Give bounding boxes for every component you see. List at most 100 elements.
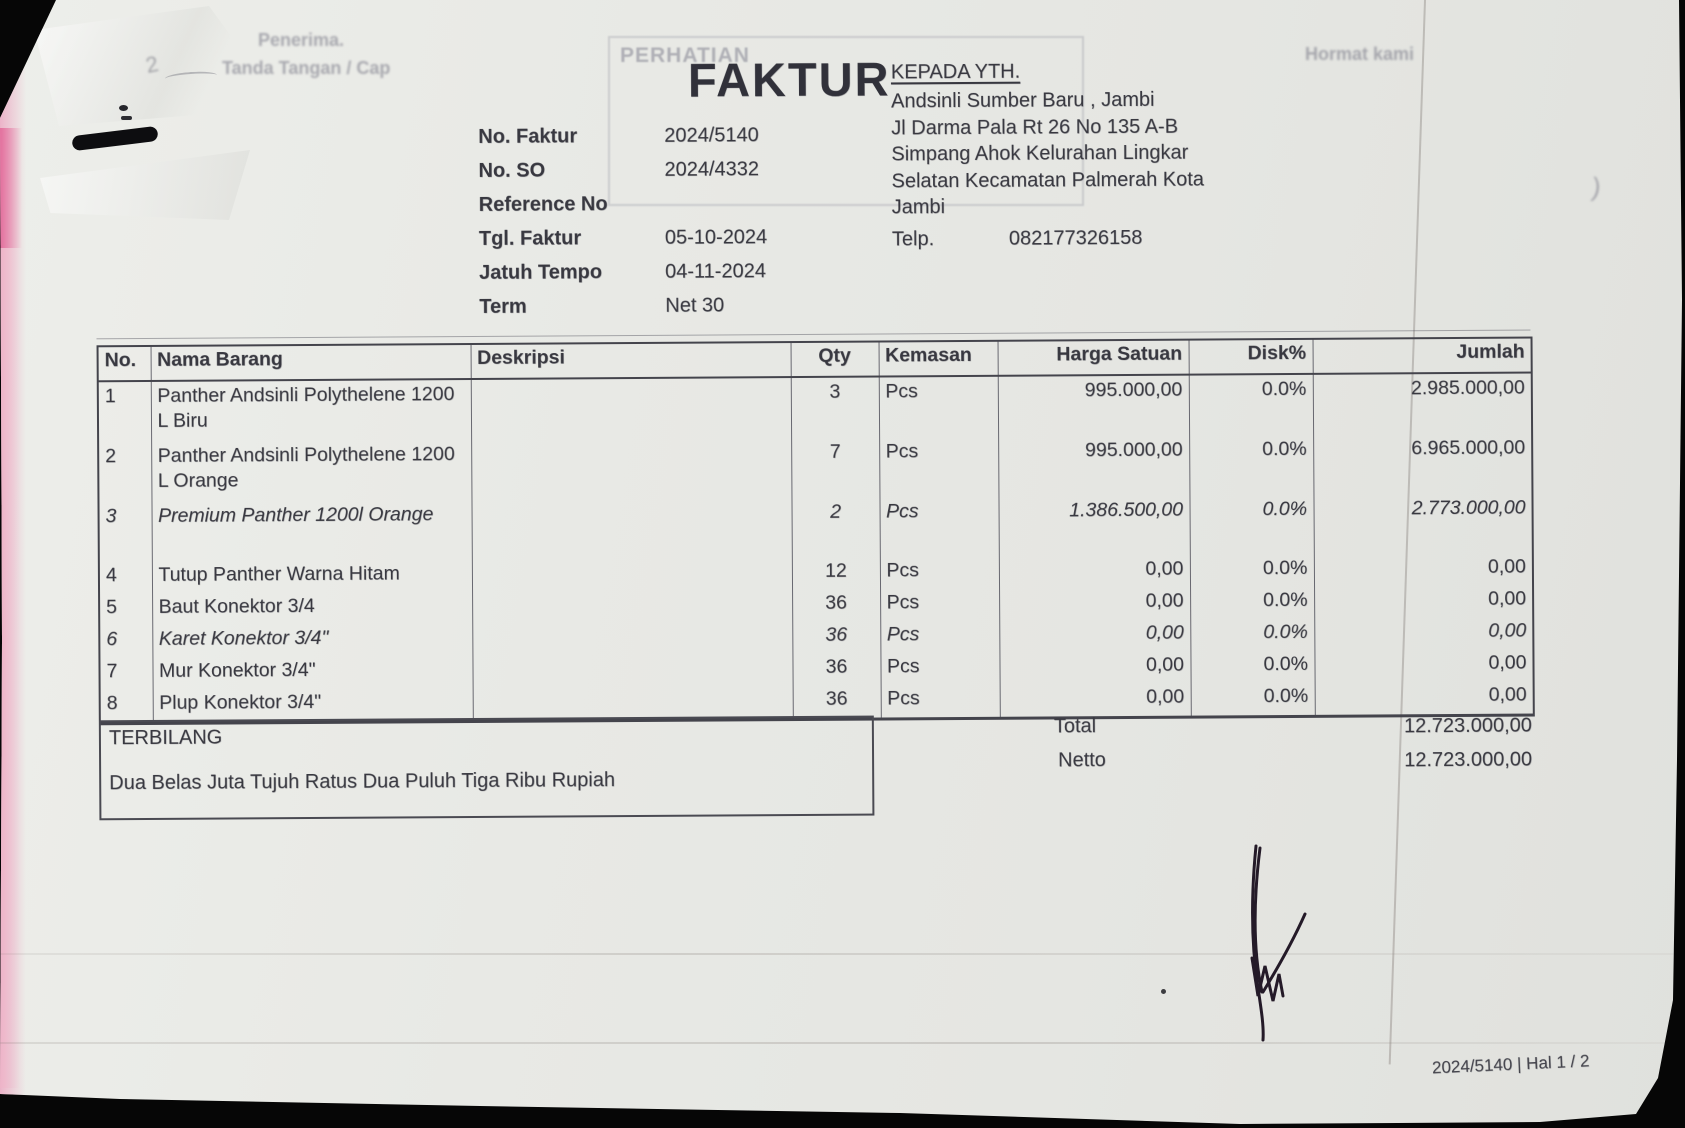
cell-qty: 12 bbox=[791, 557, 881, 591]
col-header-jumlah: Jumlah bbox=[1312, 337, 1532, 374]
terbilang-text: Dua Belas Juta Tujuh Ratus Dua Puluh Tig… bbox=[109, 769, 616, 795]
meta-label: No. Faktur bbox=[478, 125, 578, 148]
cell-harga: 0,00 bbox=[999, 683, 1191, 719]
items-table-wrap: No. Nama Barang Deskripsi Qty Kemasan Ha… bbox=[96, 336, 1535, 726]
pink-edge-highlight bbox=[0, 128, 22, 248]
cell-no: 3 bbox=[98, 501, 152, 563]
meta-label: Tgl. Faktur bbox=[478, 227, 582, 250]
cell-no: 5 bbox=[99, 593, 153, 627]
ghost-perhatian-box: PERHATIAN bbox=[608, 36, 1084, 206]
cell-jumlah: 0,00 bbox=[1314, 681, 1534, 717]
col-header-disk: Disk% bbox=[1188, 338, 1313, 375]
ghost-hormat-kami-text: Hormat kami bbox=[1305, 44, 1415, 64]
recipient-line: Andsinli Sumber Baru , Jambi bbox=[890, 88, 1155, 113]
cell-harga: 995.000,00 bbox=[998, 435, 1190, 497]
col-header-no: No. bbox=[97, 345, 151, 382]
cell-nama: Premium Panther 1200l Orange bbox=[151, 500, 472, 562]
cell-jumlah: 0,00 bbox=[1314, 585, 1534, 619]
cell-deskripsi bbox=[472, 654, 793, 689]
meta-row-term: Term Net 30 bbox=[479, 294, 768, 330]
total-value: 12.723.000,00 bbox=[1403, 714, 1532, 738]
col-header-nama-barang: Nama Barang bbox=[150, 344, 471, 381]
cell-no: 8 bbox=[99, 689, 153, 724]
cell-kemasan: Pcs bbox=[880, 652, 1000, 686]
meta-row-jatuh-tempo: Jatuh Tempo 04-11-2024 bbox=[479, 260, 768, 296]
cell-jumlah: 0,00 bbox=[1314, 617, 1534, 651]
cell-qty: 3 bbox=[790, 376, 880, 439]
cell-no: 2 bbox=[98, 441, 152, 503]
cell-nama: Karet Konektor 3/4" bbox=[152, 624, 473, 658]
cell-kemasan: Pcs bbox=[879, 556, 1000, 590]
cell-disk: 0.0% bbox=[1190, 650, 1315, 684]
cell-disk: 0.0% bbox=[1190, 682, 1315, 718]
cell-harga: 0,00 bbox=[998, 555, 1191, 589]
cell-kemasan: Pcs bbox=[880, 588, 1000, 622]
cell-harga: 0,00 bbox=[999, 619, 1191, 653]
cell-disk: 0.0% bbox=[1189, 434, 1314, 496]
cell-deskripsi bbox=[472, 590, 793, 625]
cell-no: 1 bbox=[97, 380, 152, 443]
cell-disk: 0.0% bbox=[1190, 586, 1315, 620]
netto-value: 12.723.000,00 bbox=[1404, 748, 1533, 772]
telp-value: 082177326158 bbox=[1008, 226, 1143, 250]
cell-no: 4 bbox=[98, 561, 153, 595]
cell-deskripsi bbox=[471, 558, 793, 593]
cell-deskripsi bbox=[471, 498, 792, 561]
cell-jumlah: 2.985.000,00 bbox=[1312, 372, 1533, 435]
terbilang-label: TERBILANG bbox=[108, 726, 223, 750]
cell-disk: 0.0% bbox=[1189, 554, 1315, 588]
meta-row-reference-no: Reference No bbox=[479, 192, 768, 228]
meta-value: Net 30 bbox=[665, 294, 725, 317]
col-header-harga-satuan: Harga Satuan bbox=[997, 339, 1189, 376]
cell-nama: Tutup Panther Warna Hitam bbox=[151, 560, 473, 594]
cell-qty: 36 bbox=[792, 653, 881, 687]
cell-qty: 2 bbox=[791, 497, 880, 559]
table-row: 1 Panther Andsinli Polythelene 1200 L Bi… bbox=[97, 372, 1533, 443]
ghost-penerima-text: Penerima. bbox=[258, 30, 345, 50]
cell-deskripsi bbox=[471, 438, 792, 501]
terbilang-box: TERBILANG Dua Belas Juta Tujuh Ratus Dua… bbox=[98, 715, 875, 821]
cell-jumlah: 6.965.000,00 bbox=[1313, 433, 1533, 495]
meta-row-tgl-faktur: Tgl. Faktur 05-10-2024 bbox=[479, 226, 768, 262]
ink-smudge bbox=[119, 105, 128, 111]
cell-qty: 36 bbox=[792, 685, 881, 720]
recipient-heading: KEPADA YTH. bbox=[890, 60, 1021, 84]
cell-qty: 7 bbox=[791, 437, 880, 499]
cell-kemasan: Pcs bbox=[879, 496, 999, 558]
paper-crease-line bbox=[0, 953, 1682, 955]
cell-nama: Mur Konektor 3/4" bbox=[152, 656, 473, 690]
cell-nama: Panther Andsinli Polythelene 1200 L Oran… bbox=[151, 440, 472, 502]
cell-qty: 36 bbox=[792, 621, 881, 655]
cell-no: 7 bbox=[99, 657, 153, 691]
meta-value: 05-10-2024 bbox=[664, 226, 768, 249]
cell-kemasan: Pcs bbox=[879, 436, 999, 498]
meta-label: Term bbox=[479, 295, 527, 318]
meta-row-no-faktur: No. Faktur 2024/5140 bbox=[478, 124, 767, 160]
recipient-telp-row: Telp. 082177326158 bbox=[892, 225, 1312, 251]
cell-disk: 0.0% bbox=[1188, 373, 1314, 436]
cell-kemasan: Pcs bbox=[880, 620, 1000, 654]
meta-label: Jatuh Tempo bbox=[479, 261, 603, 284]
ink-smudge bbox=[121, 116, 132, 120]
meta-label: Reference No bbox=[478, 193, 608, 216]
ghost-perhatian-text: PERHATIAN bbox=[620, 44, 750, 67]
meta-row-no-so: No. SO 2024/4332 bbox=[478, 158, 767, 194]
cell-qty: 36 bbox=[792, 589, 881, 623]
pink-edge-lower bbox=[0, 248, 20, 1088]
ghost-tanda-tangan-text: Tanda Tangan / Cap bbox=[222, 58, 391, 78]
telp-label: Telp. bbox=[891, 227, 935, 250]
total-label: Total bbox=[1053, 715, 1097, 738]
netto-label: Netto bbox=[1058, 749, 1106, 772]
table-row: 2 Panther Andsinli Polythelene 1200 L Or… bbox=[98, 433, 1533, 503]
cell-deskripsi bbox=[470, 377, 792, 441]
recipient-line: Simpang Ahok Kelurahan Lingkar bbox=[891, 141, 1189, 166]
cell-harga: 0,00 bbox=[999, 587, 1191, 621]
cell-jumlah: 0,00 bbox=[1314, 649, 1534, 683]
page-reference: 2024/5140 | Hal 1 / 2 bbox=[1431, 1051, 1590, 1078]
cell-disk: 0.0% bbox=[1190, 618, 1315, 652]
ink-dot bbox=[1161, 989, 1166, 994]
meta-label: No. SO bbox=[478, 159, 546, 182]
cell-nama: Panther Andsinli Polythelene 1200 L Biru bbox=[150, 379, 472, 442]
